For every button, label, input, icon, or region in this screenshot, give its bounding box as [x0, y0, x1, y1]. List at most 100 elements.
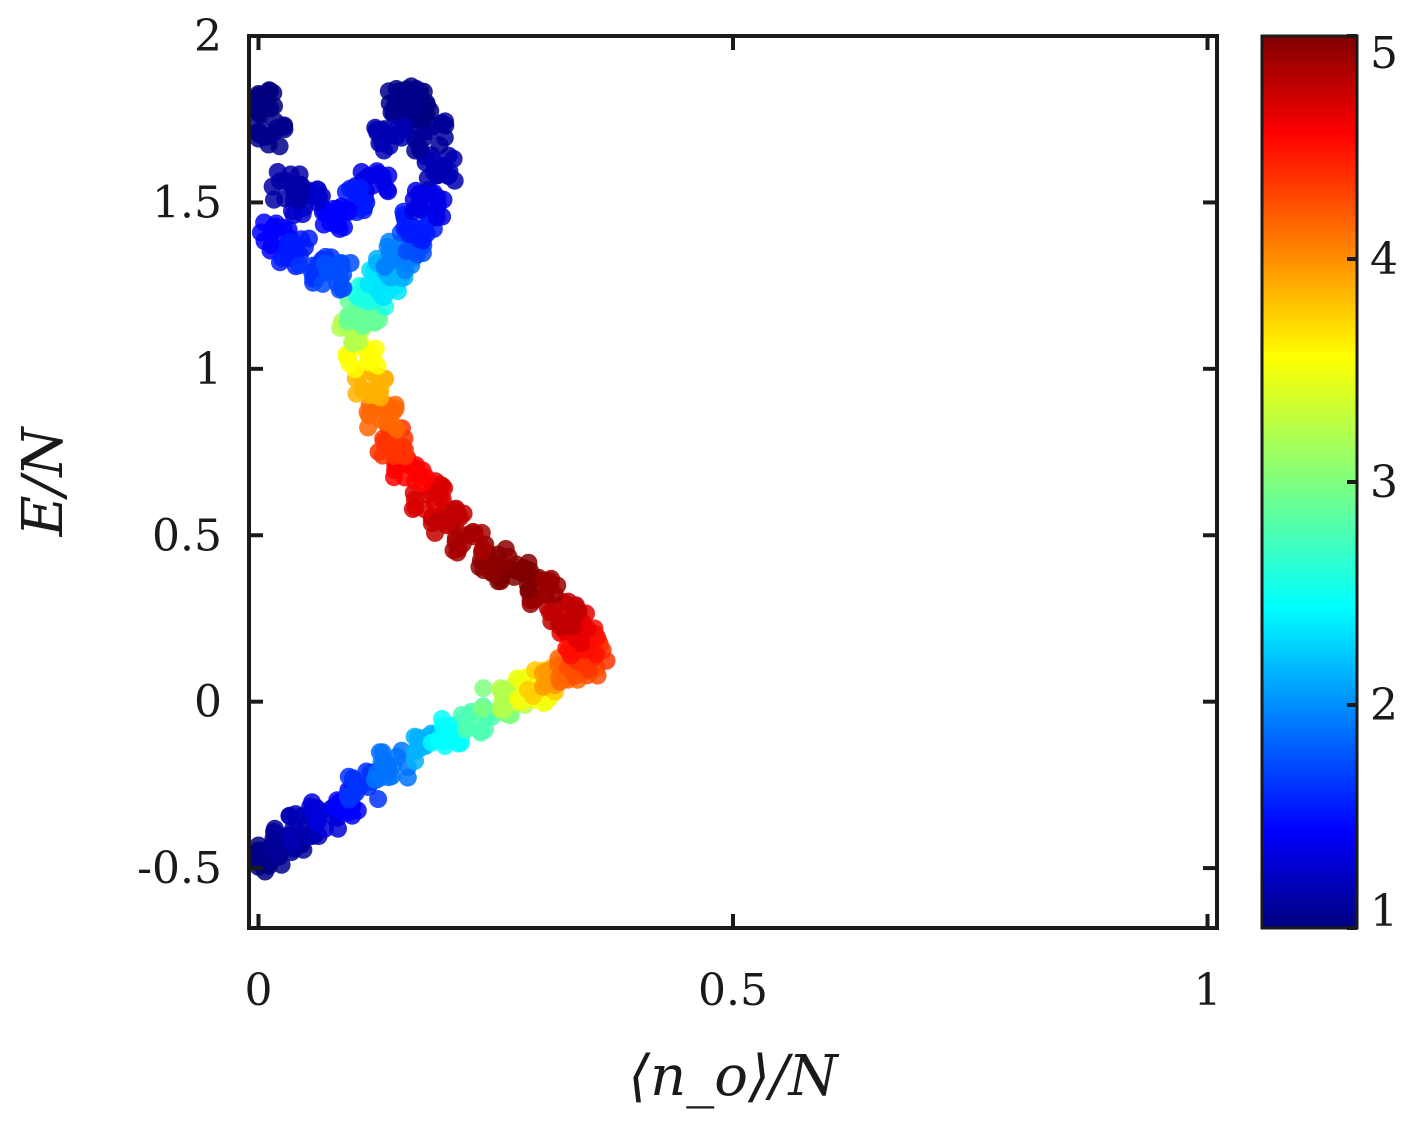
scatter-point	[315, 254, 334, 273]
scatter-point	[519, 580, 538, 599]
scatter-point	[290, 256, 309, 275]
scatter-point	[345, 303, 363, 322]
scatter-point	[389, 118, 408, 137]
scatter-point	[378, 237, 397, 256]
scatter-point	[406, 751, 425, 770]
scatter-point	[519, 553, 538, 572]
scatter-point	[587, 645, 606, 664]
scatter-point	[426, 523, 444, 542]
scatter-point	[379, 768, 398, 787]
scatter-point	[299, 229, 318, 248]
scatter-point	[559, 592, 578, 611]
axis-tick-labels: 0 0.5 1 -0.5 0 0.5 1 1.5 2	[137, 11, 1221, 1016]
scatter-point	[561, 646, 580, 665]
scatter-point	[354, 201, 373, 220]
scatter-point	[325, 206, 344, 225]
scatter-points	[249, 77, 616, 881]
scatter-point	[424, 183, 443, 202]
y-tick-label: 1.5	[152, 177, 222, 228]
scatter-point	[350, 289, 369, 308]
scatter-point	[351, 179, 370, 197]
scatter-point	[432, 710, 451, 728]
y-tick-label: 1	[194, 344, 222, 395]
scatter-point	[398, 768, 417, 787]
scatter-point	[377, 413, 396, 432]
scatter-point	[249, 122, 268, 141]
scatter-point	[343, 806, 362, 825]
y-axis-label: E/N	[11, 426, 76, 538]
scatter-point	[405, 490, 424, 509]
scatter-point	[270, 137, 289, 156]
scatter-point	[347, 384, 366, 403]
scatter-point	[444, 149, 463, 168]
scatter-point	[436, 112, 455, 131]
scatter-point	[418, 169, 437, 188]
scatter-point	[249, 86, 268, 105]
axis-ticks	[249, 34, 1217, 928]
colorbar-tick-label: 4	[1370, 234, 1398, 285]
scatter-point	[281, 165, 300, 184]
y-tick-label: 0.5	[152, 510, 222, 561]
scatter-point	[391, 82, 410, 101]
scatter-point	[424, 152, 443, 170]
scatter-point	[373, 167, 392, 186]
scatter-point	[331, 254, 350, 273]
scatter-point	[427, 208, 446, 227]
scatter-point	[446, 533, 465, 551]
scatter-point	[534, 677, 552, 696]
scatter-point	[491, 679, 510, 698]
scatter-point	[380, 94, 399, 113]
scatter-point	[282, 834, 301, 853]
scatter-point	[265, 190, 283, 209]
scatter-point	[404, 202, 423, 221]
scatter-point	[265, 97, 283, 116]
scatter-point	[263, 177, 282, 196]
scatter-point	[345, 777, 364, 796]
scatter-point	[359, 418, 378, 437]
x-tick-label: 0	[244, 965, 272, 1016]
y-tick-label: -0.5	[137, 843, 222, 894]
scatter-point	[369, 790, 388, 809]
scatter-point	[346, 360, 365, 379]
scatter-point	[459, 717, 478, 736]
scatter-point	[406, 181, 425, 200]
colorbar	[1260, 34, 1359, 930]
scatter-point	[311, 802, 329, 821]
scatter-point	[470, 557, 489, 576]
scatter-point	[405, 130, 424, 149]
scatter-point	[428, 508, 447, 527]
scatter-point	[393, 437, 412, 456]
scatter-point	[405, 471, 424, 490]
colorbar-tick-label: 3	[1370, 457, 1398, 508]
scatter-point	[548, 576, 567, 595]
scatter-point	[435, 128, 454, 147]
scatter-point	[435, 737, 454, 755]
scatter-point	[472, 699, 491, 718]
scatter-point	[353, 317, 372, 336]
scatter-point	[407, 98, 426, 117]
scatter-point	[366, 339, 385, 358]
scatter-point	[290, 191, 308, 210]
x-tick-label: 1	[1194, 965, 1222, 1016]
scatter-point	[275, 117, 294, 136]
scatter-point	[332, 279, 351, 298]
scatter-point	[251, 105, 270, 124]
scatter-point	[474, 679, 493, 698]
colorbar-tick-label: 5	[1370, 28, 1398, 79]
scatter-point	[265, 819, 284, 838]
scatter-point	[386, 395, 405, 414]
scatter-point	[367, 120, 386, 139]
colorbar-tick-label: 2	[1370, 680, 1398, 731]
scatter-point	[373, 743, 392, 762]
scatter-point	[284, 206, 303, 225]
scatter-point	[349, 332, 368, 351]
scatter-point	[472, 523, 491, 542]
scatter-point	[266, 845, 285, 864]
y-tick-label: 2	[194, 11, 222, 62]
scatter-point	[373, 446, 392, 465]
scatter-point	[490, 699, 509, 718]
y-tick-label: 0	[194, 677, 222, 728]
scatter-point	[552, 617, 570, 636]
x-tick-label: 0.5	[698, 965, 768, 1016]
